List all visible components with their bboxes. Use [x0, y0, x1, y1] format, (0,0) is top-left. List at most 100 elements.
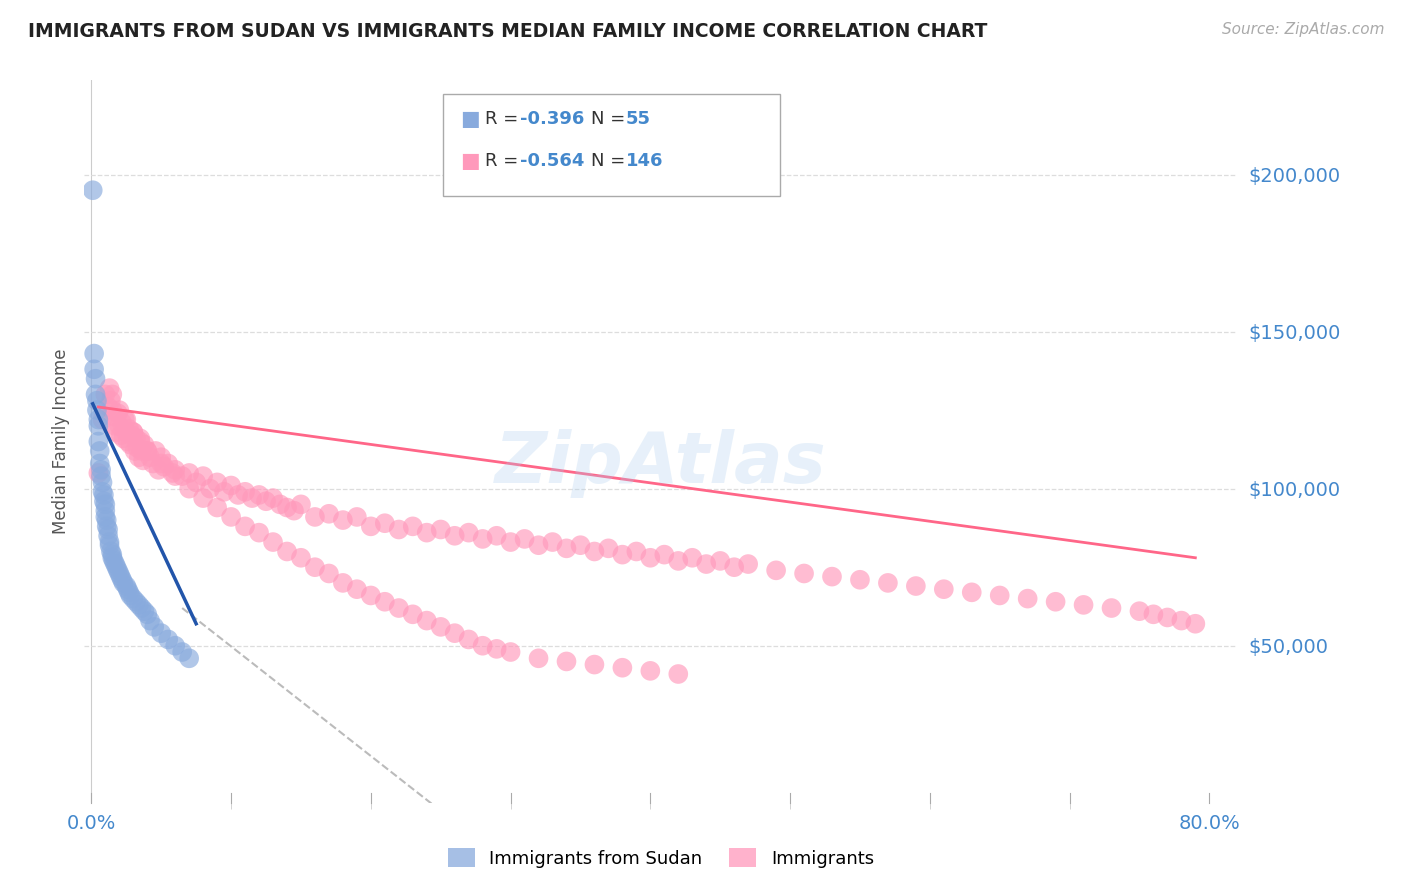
Point	[485, 529, 508, 543]
Point	[86, 393, 108, 408]
Point	[276, 544, 298, 558]
Point	[443, 626, 465, 640]
Point	[247, 525, 270, 540]
Point	[612, 661, 634, 675]
Point	[111, 416, 134, 430]
Point	[122, 591, 145, 606]
Point	[94, 497, 117, 511]
Text: -0.564: -0.564	[520, 152, 585, 169]
Point	[443, 529, 465, 543]
Point	[150, 626, 173, 640]
Point	[96, 519, 118, 533]
Point	[100, 393, 122, 408]
Point	[904, 579, 927, 593]
Point	[112, 575, 135, 590]
Point	[254, 494, 277, 508]
Point	[233, 484, 256, 499]
Point	[318, 566, 340, 581]
Point	[186, 475, 208, 490]
Point	[233, 519, 256, 533]
Point	[346, 510, 368, 524]
Point	[98, 535, 121, 549]
Point	[122, 425, 145, 439]
Point	[110, 569, 132, 583]
Point	[723, 560, 745, 574]
Point	[125, 595, 148, 609]
Point	[134, 604, 156, 618]
Point	[304, 510, 326, 524]
Point	[877, 575, 900, 590]
Point	[598, 541, 620, 556]
Point	[626, 544, 648, 558]
Point	[150, 457, 173, 471]
Point	[262, 491, 284, 505]
Point	[153, 459, 176, 474]
Point	[101, 387, 124, 401]
Point	[157, 457, 180, 471]
Text: N =: N =	[591, 152, 630, 169]
Point	[98, 381, 121, 395]
Point	[136, 607, 159, 622]
Legend: Immigrants from Sudan, Immigrants: Immigrants from Sudan, Immigrants	[440, 841, 882, 875]
Point	[129, 434, 152, 449]
Point	[129, 431, 152, 445]
Point	[240, 491, 263, 505]
Point	[82, 183, 104, 197]
Point	[612, 548, 634, 562]
Point	[179, 466, 201, 480]
Point	[198, 482, 221, 496]
Point	[1142, 607, 1164, 622]
Point	[124, 444, 146, 458]
Point	[569, 538, 592, 552]
Point	[485, 641, 508, 656]
Point	[128, 598, 150, 612]
Point	[499, 535, 522, 549]
Text: 146: 146	[626, 152, 664, 169]
Point	[555, 655, 578, 669]
Text: R =: R =	[485, 152, 524, 169]
Point	[100, 544, 122, 558]
Point	[96, 513, 118, 527]
Point	[108, 566, 131, 581]
Point	[115, 412, 138, 426]
Point	[219, 478, 242, 492]
Point	[652, 548, 675, 562]
Point	[388, 523, 411, 537]
Point	[115, 579, 138, 593]
Point	[416, 525, 439, 540]
Point	[105, 560, 128, 574]
Point	[666, 554, 689, 568]
Point	[93, 488, 115, 502]
Point	[132, 453, 155, 467]
Point	[107, 406, 129, 420]
Point	[1170, 614, 1192, 628]
Point	[131, 444, 153, 458]
Point	[131, 601, 153, 615]
Point	[555, 541, 578, 556]
Point	[143, 620, 166, 634]
Point	[219, 510, 242, 524]
Point	[1101, 601, 1123, 615]
Point	[932, 582, 955, 597]
Point	[125, 431, 148, 445]
Point	[821, 569, 844, 583]
Point	[1156, 610, 1178, 624]
Point	[1184, 616, 1206, 631]
Point	[374, 516, 396, 531]
Point	[416, 614, 439, 628]
Point	[97, 523, 120, 537]
Point	[91, 475, 114, 490]
Point	[89, 444, 111, 458]
Point	[101, 403, 124, 417]
Point	[93, 494, 115, 508]
Text: -0.396: -0.396	[520, 110, 585, 128]
Point	[457, 525, 479, 540]
Point	[849, 573, 872, 587]
Point	[290, 550, 312, 565]
Point	[117, 582, 139, 597]
Point	[471, 532, 494, 546]
Point	[191, 469, 214, 483]
Point	[1045, 595, 1067, 609]
Point	[94, 510, 117, 524]
Point	[121, 428, 143, 442]
